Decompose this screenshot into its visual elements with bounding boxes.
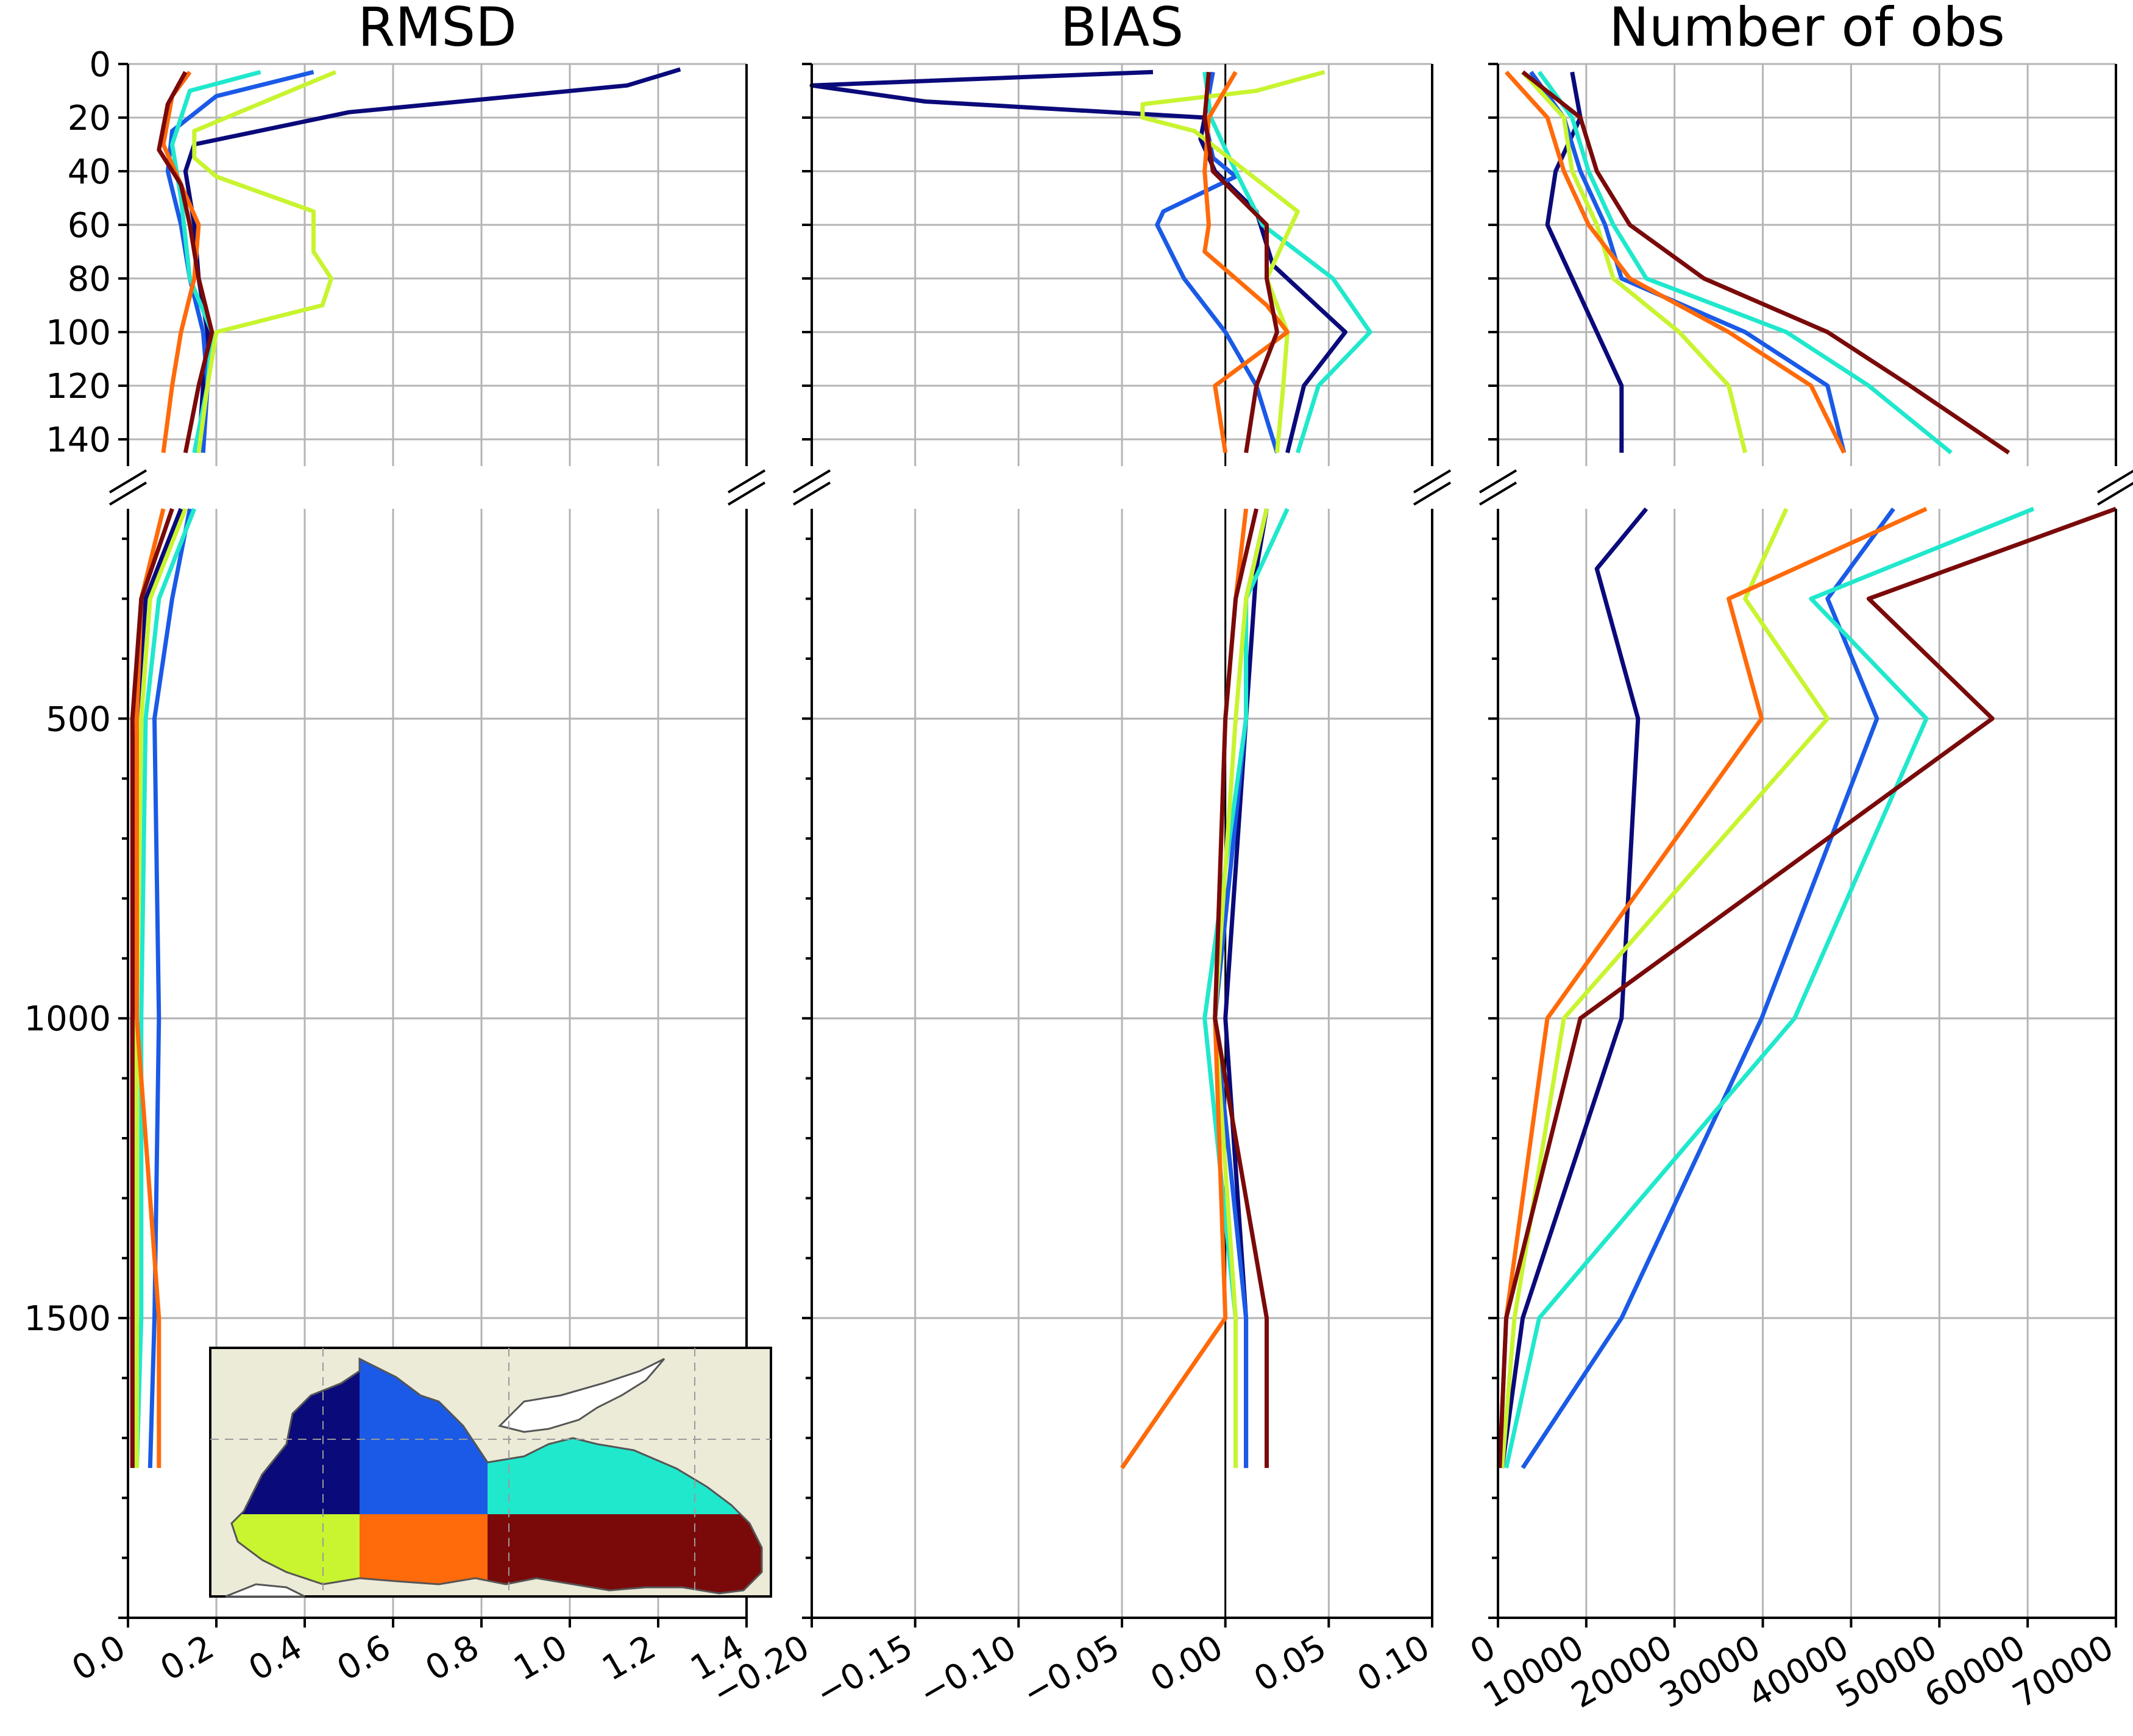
series-line-upper-1 [165,69,314,453]
xtick-label: 0.6 [330,1628,397,1689]
series-line-upper-0 [183,67,681,453]
xtick-label: 60000 [1918,1628,2032,1716]
axis-break-mark [792,481,831,506]
axis-break-mark [1413,469,1452,494]
series-line-upper-4 [161,71,201,453]
ytick-label: 140 [46,420,111,460]
azov-sea [498,1358,665,1433]
series-line-lower-3 [1500,508,1830,1469]
series-line-lower-3 [1213,508,1269,1469]
xtick-label: 10000 [1477,1628,1591,1716]
axis-break-mark [108,469,147,494]
xtick-label: 0.0 [65,1628,132,1689]
axis-break-mark [1478,481,1517,506]
xtick-label: 0 [1464,1628,1502,1673]
axis-break-mark [108,481,147,506]
xtick-label: 30000 [1653,1628,1767,1716]
panel-title: RMSD [358,0,517,58]
xtick-label: 0.05 [1248,1628,1333,1700]
ytick-label: 500 [46,700,111,739]
xtick-label: 20000 [1565,1628,1679,1716]
xtick-label: 0.8 [419,1628,486,1689]
xtick-label: −0.10 [912,1628,1023,1714]
ytick-label: 20 [68,99,111,138]
series-line-lower-5 [130,508,174,1469]
ytick-label: 60 [68,206,111,246]
xtick-label: 0.00 [1144,1628,1229,1700]
series-line-upper-3 [192,69,337,453]
axis-break-mark [1413,481,1452,506]
series-line-upper-3 [1521,70,1747,453]
xtick-label: 1.0 [507,1628,574,1689]
panel-title: BIAS [1060,0,1184,58]
series-line-lower-2 [1504,506,2035,1469]
axis-break-mark [2096,481,2133,506]
series-line-lower-5 [1497,506,2117,1469]
axis-break-mark [792,469,831,494]
series-line-lower-3 [135,508,188,1469]
xtick-label: −0.05 [1016,1628,1126,1714]
marmara-sea [225,1583,305,1598]
ytick-label: 1000 [24,999,111,1039]
panel-title: Number of obs [1609,0,2005,58]
series-line-upper-5 [157,71,215,453]
xtick-label: 1.2 [595,1628,662,1689]
ytick-label: 100 [46,313,111,353]
axis-break-mark [1478,469,1517,494]
axis-break-mark [2096,469,2133,494]
xtick-label: 70000 [2006,1628,2120,1716]
series-line-upper-3 [1140,69,1326,453]
series-line-lower-2 [135,508,197,1469]
series-line-upper-2 [1202,71,1372,454]
xtick-label: 0.10 [1351,1628,1436,1700]
xtick-label: 40000 [1742,1628,1856,1716]
ytick-label: 80 [68,260,111,299]
series-line-lower-1 [147,508,192,1469]
panel-2: Number of obs 010000200003000040000500006… [1464,0,2133,1716]
series-line-lower-0 [1500,507,1649,1469]
axis-break-mark [727,469,766,494]
series-line-upper-4 [1504,70,1846,454]
ytick-label: 40 [68,152,111,192]
xtick-label: −0.15 [809,1628,920,1714]
panel-1: BIAS−0.20−0.15−0.10−0.05 0.00 0.05 0.10 [706,0,1452,1714]
coastline [230,1357,763,1595]
series-line-upper-5 [1521,70,2011,455]
xtick-label: 0.4 [242,1628,309,1689]
series-line-upper-5 [1202,71,1279,453]
xtick-label: 0.2 [154,1628,221,1689]
series-line-upper-2 [1537,71,1953,455]
xtick-label: 50000 [1830,1628,1943,1716]
axis-break-mark [727,481,766,506]
ytick-label: 1500 [24,1299,111,1339]
series-line-lower-5 [1213,508,1269,1469]
ytick-label: 120 [46,367,111,406]
inset-map [209,1347,772,1598]
ytick-label: 0 [89,45,111,85]
series-line-lower-1 [1521,507,1895,1470]
